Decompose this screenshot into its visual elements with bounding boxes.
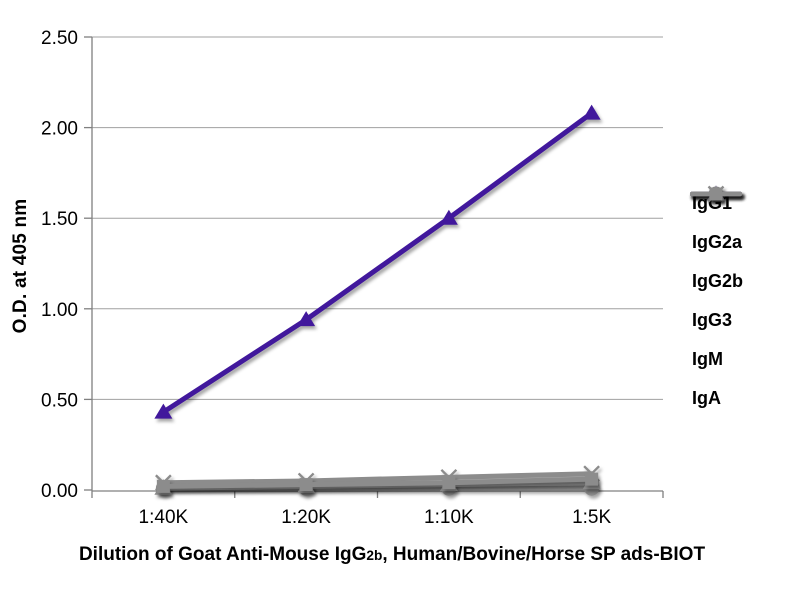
legend-label: IgG2b [692, 271, 744, 291]
y-tick-label: 0.50 [41, 390, 78, 411]
square-marker [156, 479, 170, 493]
legend-label: IgA [692, 388, 721, 408]
x-tick-label: 1:10K [424, 507, 474, 528]
legend-swatch-iga [690, 187, 742, 201]
legend: IgG1 IgG2a IgG2b IgG3 IgM IgA [690, 184, 743, 418]
triangle-marker [297, 311, 316, 327]
x-axis-title-suffix: , Human/Bovine/Horse SP ads-BIOT [382, 544, 706, 565]
legend-label: IgM [692, 349, 723, 369]
y-axis-title: O.D. at 405 nm [10, 198, 31, 334]
gridlines [92, 36, 663, 400]
series-line [160, 110, 595, 415]
x-axis-title: Dilution of Goat Anti-Mouse IgG2b, Human… [30, 544, 754, 566]
y-tick-labels: 0.00 0.50 1.00 1.50 2.00 2.50 [41, 28, 78, 502]
series-iga [156, 472, 599, 493]
square-marker [299, 478, 313, 492]
legend-item-igg3: IgG3 [690, 185, 743, 340]
y-tick-label: 0.00 [41, 481, 78, 502]
triangle-marker [439, 209, 458, 225]
triangle-marker [154, 403, 173, 419]
triangle-marker [582, 104, 601, 120]
y-tick-label: 1.50 [41, 209, 78, 230]
x-tick-label: 1:20K [281, 507, 331, 528]
legend-label: IgG3 [692, 310, 733, 330]
square-marker [585, 472, 599, 486]
legend-label: IgG2a [692, 232, 743, 252]
square-marker [709, 187, 723, 201]
x-axis-title-subscript: 2b [366, 548, 383, 563]
series-igg2b [154, 104, 601, 419]
legend-item-igm: IgM [690, 185, 743, 379]
legend-item-iga: IgA [690, 187, 743, 418]
x-axis-title-prefix: Dilution of Goat Anti-Mouse IgG [78, 544, 367, 565]
y-tick-label: 1.00 [41, 300, 78, 321]
series-line [160, 476, 595, 489]
legend-item-igg2a: IgG2a [690, 186, 743, 262]
y-tick-label: 2.50 [41, 28, 78, 49]
series-line [160, 471, 595, 486]
x-tick-label: 1:5K [572, 507, 611, 528]
y-tick-label: 2.00 [41, 119, 78, 140]
x-tick-label: 1:40K [139, 507, 189, 528]
x-tick-labels: 1:40K 1:20K 1:10K 1:5K [139, 507, 612, 528]
square-marker [442, 476, 456, 490]
axes [84, 36, 664, 498]
legend-item-igg2b: IgG2b [690, 185, 744, 301]
